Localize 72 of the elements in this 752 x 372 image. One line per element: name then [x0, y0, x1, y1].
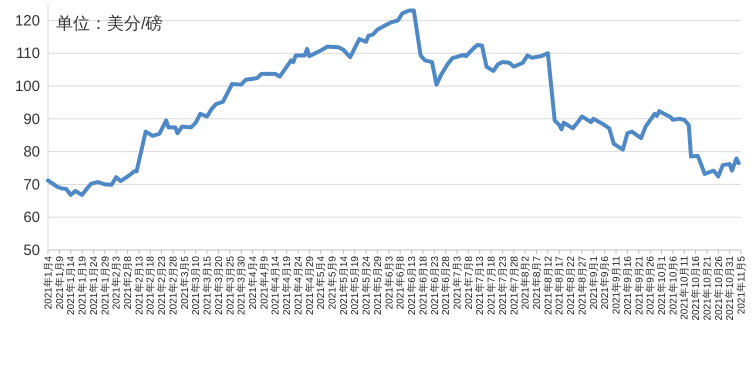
- x-tick-label: 2021年2月13: [133, 256, 146, 315]
- y-tick-label: 70: [23, 176, 40, 194]
- x-tick-label: 2021年1月19: [76, 256, 89, 315]
- line-series: [46, 8, 741, 197]
- x-tick-label: 2021年8月17: [554, 256, 566, 315]
- x-tick-label: 2021年6月18: [417, 256, 430, 315]
- x-tick-label: 2021年1月24: [88, 256, 100, 315]
- x-tick-label: 2021年10月16: [690, 256, 702, 320]
- x-tick-label: 2021年10月26: [712, 256, 725, 320]
- y-tick-label: 120: [14, 12, 40, 30]
- x-tick-label: 2021年7月23: [496, 256, 509, 315]
- x-tick-label: 2021年7月8: [462, 256, 475, 310]
- x-tick-label: 2021年3月20: [212, 256, 225, 315]
- x-tick-label: 2021年2月18: [144, 256, 157, 315]
- x-tick-label: 2021年9月11: [610, 256, 623, 314]
- x-tick-label: 2021年2月23: [156, 256, 168, 315]
- x-tick-label: 2021年1月9: [54, 256, 66, 310]
- x-tick-label: 2021年5月19: [349, 256, 362, 315]
- x-tick-label: 2021年1月4: [42, 256, 54, 310]
- x-tick-label: 2021年3月15: [202, 256, 214, 315]
- x-tick-label: 2021年10月1: [656, 256, 668, 315]
- x-tick-label: 2021年6月13: [406, 256, 418, 315]
- x-tick-label: 2021年10月11: [678, 256, 691, 320]
- x-tick-label: 2021年5月4: [315, 256, 328, 310]
- x-tick-label: 2021年3月30: [236, 256, 248, 315]
- x-tick-label: 2021年10月31: [724, 256, 736, 320]
- x-tick-label: 2021年4月29: [304, 256, 316, 315]
- x-tick-label: 2021年2月8: [122, 256, 134, 310]
- x-tick-label: 2021年8月27: [576, 256, 588, 315]
- x-tick-label: 2021年3月25: [224, 256, 236, 315]
- x-tick-label: 2021年3月10: [190, 256, 202, 315]
- x-tick-label: 2021年9月16: [622, 256, 634, 315]
- x-tick-label: 2021年7月3: [451, 256, 464, 310]
- x-tick-label: 2021年1月29: [99, 256, 112, 315]
- y-tick-label: 50: [23, 242, 40, 259]
- y-tick-label: 80: [23, 144, 40, 161]
- x-tick-label: 2021年9月21: [633, 256, 646, 315]
- x-tick-label: 2021年4月4: [246, 256, 259, 310]
- x-tick-label: 2021年3月5: [178, 256, 191, 310]
- x-tick-label: 2021年11月5: [736, 256, 748, 314]
- x-tick-label: 2021年9月6: [599, 256, 612, 310]
- x-tick-label: 2021年6月28: [440, 256, 452, 315]
- x-tick-label: 2021年7月13: [474, 256, 486, 315]
- x-tick-label: 2021年2月3: [110, 256, 123, 310]
- x-tick-label: 2021年1月14: [65, 256, 78, 315]
- y-tick-label: 100: [14, 78, 40, 95]
- x-tick-label: 2021年5月29: [372, 256, 384, 315]
- x-tick-label: 2021年9月26: [644, 256, 657, 315]
- x-tick-label: 2021年8月7: [531, 256, 544, 310]
- x-tick-label: 2021年9月1: [588, 256, 600, 310]
- x-tick-label: 2021年6月23: [428, 256, 441, 315]
- x-tick-label: 2021年10月6: [667, 256, 680, 315]
- y-tick-label: 90: [23, 110, 40, 128]
- annotation: 单位：美分/磅: [56, 14, 163, 33]
- x-tick-label: 2021年4月19: [281, 256, 294, 315]
- x-tick-label: 2021年8月12: [542, 256, 554, 315]
- x-tick-label: 2021年4月9: [258, 256, 270, 310]
- x-tick-label: 2021年8月2: [520, 256, 532, 310]
- x-tick-label: 2021年2月28: [167, 256, 180, 315]
- y-tick-label: 110: [16, 45, 40, 62]
- x-tick-label: 2021年6月3: [383, 256, 396, 310]
- x-tick-label: 2021年7月18: [486, 256, 498, 315]
- x-tick-label: 2021年10月21: [701, 256, 714, 320]
- x-tick-label: 2021年7月28: [508, 256, 520, 315]
- x-tick-label: 2021年5月24: [360, 256, 373, 315]
- x-tick-label: 2021年8月22: [565, 256, 578, 315]
- x-tick-label: 2021年6月8: [394, 256, 407, 310]
- x-tick-label: 2021年5月9: [326, 256, 339, 310]
- y-tick-label: 60: [23, 209, 40, 226]
- x-tick-label: 2021年5月14: [338, 256, 350, 315]
- x-tick-label: 2021年4月14: [270, 256, 282, 315]
- x-tick-label: 2021年4月24: [292, 256, 304, 315]
